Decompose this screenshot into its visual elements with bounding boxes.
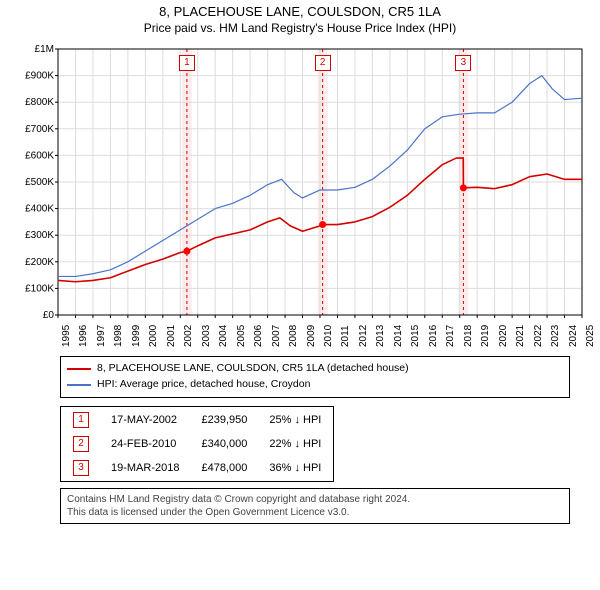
pp-date: 17-MAY-2002 (101, 409, 189, 431)
x-tick-label: 2025 (585, 325, 596, 347)
marker-3: 3 (73, 460, 89, 476)
x-tick-label: 2004 (218, 325, 229, 347)
x-tick-label: 2002 (183, 325, 194, 347)
x-tick-label: 2012 (358, 325, 369, 347)
chart-title-line2: Price paid vs. HM Land Registry's House … (0, 21, 600, 35)
table-row: 2 24-FEB-2010£340,00022% ↓ HPI (63, 433, 331, 455)
x-tick-label: 2016 (428, 325, 439, 347)
x-tick-label: 2018 (463, 325, 474, 347)
x-tick-label: 2019 (480, 325, 491, 347)
x-tick-label: 2009 (306, 325, 317, 347)
legend-swatch-price (67, 368, 91, 370)
pp-date: 24-FEB-2010 (101, 433, 189, 455)
x-tick-label: 1998 (113, 325, 124, 347)
marker-1: 1 (73, 412, 89, 428)
pp-delta: 25% ↓ HPI (259, 409, 331, 431)
svg-text:£100K: £100K (25, 283, 54, 294)
x-tick-label: 2014 (393, 325, 404, 347)
x-tick-label: 2022 (533, 325, 544, 347)
x-tick-label: 2005 (236, 325, 247, 347)
price-point-annot-1: 1 (179, 55, 195, 71)
svg-text:£700K: £700K (25, 124, 54, 135)
svg-text:£600K: £600K (25, 150, 54, 161)
chart-area: £0 £100K £200K £300K £400K £500K £600K £700K £80… (10, 41, 590, 356)
pp-price: £340,000 (191, 433, 257, 455)
x-tick-label: 2020 (498, 325, 509, 347)
pp-delta: 22% ↓ HPI (259, 433, 331, 455)
svg-text:£900K: £900K (25, 71, 54, 82)
footer-line2: This data is licensed under the Open Gov… (67, 506, 563, 519)
legend-item-hpi: HPI: Average price, detached house, Croy… (67, 377, 563, 393)
title-block: 8, PLACEHOUSE LANE, COULSDON, CR5 1LA Pr… (0, 0, 600, 35)
pp-price: £478,000 (191, 457, 257, 479)
footer: Contains HM Land Registry data © Crown c… (60, 488, 570, 524)
pp-date: 19-MAR-2018 (101, 457, 189, 479)
x-tick-label: 2015 (410, 325, 421, 347)
x-tick-label: 1999 (131, 325, 142, 347)
x-tick-label: 2021 (515, 325, 526, 347)
svg-text:£800K: £800K (25, 97, 54, 108)
x-tick-label: 2017 (445, 325, 456, 347)
price-points-table: 1 17-MAY-2002£239,95025% ↓ HPI 2 24-FEB-201… (60, 406, 334, 482)
table-row: 3 19-MAR-2018£478,00036% ↓ HPI (63, 457, 331, 479)
x-tick-label: 2007 (271, 325, 282, 347)
x-tick-label: 1995 (61, 325, 72, 347)
x-tick-label: 2000 (148, 325, 159, 347)
x-tick-label: 1996 (78, 325, 89, 347)
legend-label-hpi: HPI: Average price, detached house, Croy… (97, 377, 310, 393)
x-tick-label: 2006 (253, 325, 264, 347)
marker-2: 2 (73, 436, 89, 452)
x-tick-label: 2023 (550, 325, 561, 347)
x-tick-label: 2011 (340, 325, 351, 347)
svg-text:£500K: £500K (25, 177, 54, 188)
pp-price: £239,950 (191, 409, 257, 431)
legend-item-price: 8, PLACEHOUSE LANE, COULSDON, CR5 1LA (d… (67, 361, 563, 377)
legend-swatch-hpi (67, 384, 91, 386)
chart-title-line1: 8, PLACEHOUSE LANE, COULSDON, CR5 1LA (0, 4, 600, 19)
legend-label-price: 8, PLACEHOUSE LANE, COULSDON, CR5 1LA (d… (97, 361, 409, 377)
x-tick-label: 2008 (288, 325, 299, 347)
x-tick-label: 1997 (96, 325, 107, 347)
footer-line1: Contains HM Land Registry data © Crown c… (67, 493, 563, 506)
price-point-annot-3: 3 (455, 55, 471, 71)
svg-text:£1M: £1M (35, 44, 54, 55)
price-point-annot-2: 2 (315, 55, 331, 71)
svg-text:£200K: £200K (25, 257, 54, 268)
svg-text:£300K: £300K (25, 230, 54, 241)
x-tick-label: 2024 (568, 325, 579, 347)
x-tick-label: 2003 (201, 325, 212, 347)
x-tick-label: 2013 (375, 325, 386, 347)
legend: 8, PLACEHOUSE LANE, COULSDON, CR5 1LA (d… (60, 356, 570, 398)
pp-delta: 36% ↓ HPI (259, 457, 331, 479)
svg-text:£0: £0 (43, 310, 55, 321)
chart-svg: £0 £100K £200K £300K £400K £500K £600K £700K £80… (10, 41, 590, 351)
x-tick-label: 2001 (166, 325, 177, 347)
svg-text:£400K: £400K (25, 204, 54, 215)
table-row: 1 17-MAY-2002£239,95025% ↓ HPI (63, 409, 331, 431)
x-tick-label: 2010 (323, 325, 334, 347)
